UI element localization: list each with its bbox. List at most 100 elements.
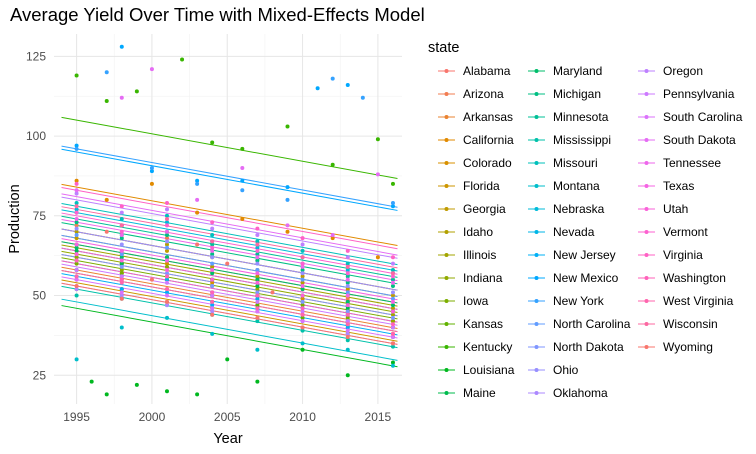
data-point [300, 261, 305, 266]
data-point [255, 252, 260, 257]
data-point [74, 248, 79, 253]
data-point [74, 201, 79, 206]
data-point [104, 70, 109, 75]
data-point [210, 312, 215, 317]
fit-line-9 [61, 250, 398, 314]
data-point [240, 217, 245, 221]
legend-label: Idaho [463, 225, 493, 239]
data-point [255, 347, 260, 352]
legend-key-point [534, 184, 539, 188]
data-point [255, 379, 260, 384]
data-point [255, 268, 260, 273]
legend-item: Louisiana [438, 363, 515, 377]
grid-layer [54, 34, 402, 404]
data-point [210, 293, 215, 298]
data-point [74, 277, 79, 282]
legend-key-point [534, 276, 539, 280]
legend-key-point [644, 299, 649, 303]
data-point [195, 178, 200, 183]
legend-label: Utah [663, 202, 688, 216]
fit-line-18 [61, 285, 398, 349]
data-point [345, 312, 350, 317]
data-point [74, 191, 79, 196]
legend-label: Colorado [463, 156, 512, 170]
legend-key-point [444, 92, 449, 96]
data-point [300, 299, 305, 304]
legend-item: Wisconsin [638, 317, 718, 331]
data-point [74, 217, 79, 221]
data-point [345, 271, 350, 276]
legend-key-point [444, 345, 449, 349]
data-point [300, 328, 305, 333]
data-point [195, 197, 200, 202]
data-point [119, 95, 124, 100]
legend-label: Nevada [553, 225, 595, 239]
legend-label: North Carolina [553, 317, 631, 331]
data-point [210, 290, 215, 295]
legend-item: Vermont [638, 225, 708, 239]
fit-line-24 [61, 148, 398, 211]
legend-label: Vermont [663, 225, 708, 239]
legend-item: Ohio [528, 363, 579, 377]
data-point [210, 280, 215, 285]
data-point [255, 258, 260, 263]
legend-item: Washington [638, 271, 726, 285]
data-point [134, 89, 139, 94]
x-axis-title: Year [213, 431, 242, 447]
data-point [390, 322, 395, 327]
fit-line-15 [61, 241, 398, 304]
data-point [345, 322, 350, 327]
data-point [390, 312, 395, 317]
fit-line-17 [61, 215, 398, 278]
x-tick-label: 2015 [365, 410, 392, 424]
data-point [74, 223, 79, 228]
legend-key-point [644, 207, 649, 211]
legend-item: North Dakota [528, 340, 624, 354]
data-point [119, 242, 124, 247]
data-point [210, 220, 215, 225]
legend-key-point [444, 138, 449, 142]
legend-label: Montana [553, 179, 600, 193]
data-point [74, 178, 79, 183]
data-point [210, 245, 215, 250]
legend-label: Wyoming [663, 340, 713, 354]
data-point [119, 258, 124, 263]
data-point [164, 242, 169, 247]
data-point [390, 261, 395, 266]
legend-item: Florida [438, 179, 500, 193]
data-point [210, 277, 215, 282]
data-point [345, 299, 350, 304]
x-tick-label: 1995 [63, 410, 90, 424]
data-point [74, 210, 79, 215]
fit-line-21 [61, 209, 398, 272]
legend-label: Pennsylvania [663, 87, 735, 101]
data-point [255, 287, 260, 292]
data-point [195, 210, 200, 215]
legend-label: Georgia [463, 202, 506, 216]
data-point [390, 201, 395, 206]
legend-item: Iowa [438, 294, 489, 308]
data-point [390, 290, 395, 295]
data-point [345, 83, 350, 88]
data-point [210, 271, 215, 276]
data-point [300, 319, 305, 324]
data-point [210, 303, 215, 308]
fit-line-37 [61, 212, 398, 275]
legend-item: California [438, 133, 514, 147]
data-point [390, 309, 395, 314]
data-point [74, 255, 79, 260]
data-point [119, 296, 124, 301]
data-point [390, 341, 395, 346]
legend-item: Illinois [438, 248, 496, 262]
data-point [255, 299, 260, 304]
legend-label: Nebraska [553, 202, 605, 216]
data-point [164, 287, 169, 292]
fit-line-8 [61, 244, 398, 307]
data-point [225, 357, 230, 362]
data-point [300, 268, 305, 273]
legend-label: Tennessee [663, 156, 721, 170]
data-point [390, 303, 395, 308]
data-point [119, 229, 124, 234]
fit-line-12 [61, 116, 398, 180]
fit-line-34 [61, 218, 398, 282]
